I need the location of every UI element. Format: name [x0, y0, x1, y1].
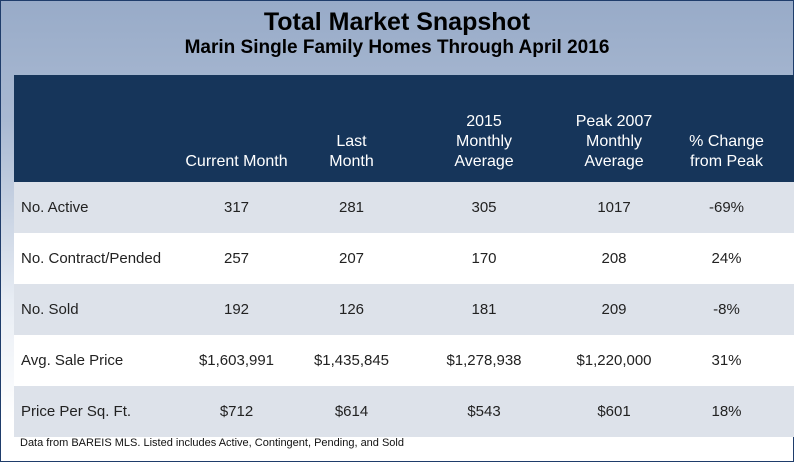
table-row: No. Active 317 281 305 1017 -69% — [14, 182, 794, 233]
table-cell: $543 — [399, 386, 569, 437]
column-header-line: from Peak — [690, 153, 763, 170]
column-header-line: Average — [584, 153, 644, 170]
table-cell: 208 — [569, 233, 659, 284]
column-header-line: Monthly — [585, 133, 643, 150]
column-header-line: Monthly — [455, 133, 513, 150]
column-header-line: Peak 2007 — [575, 113, 653, 130]
header-row: Current Month Last Month 2015 Monthly Average… — [14, 75, 794, 182]
table-cell: -69% — [659, 182, 794, 233]
column-header-line: % Change — [689, 133, 764, 150]
title: Total Market Snapshot — [263, 8, 531, 36]
column-header: Current Month — [169, 75, 304, 182]
subtitle: Marin Single Family Homes Through April … — [184, 37, 610, 58]
column-header-line: Month — [329, 153, 374, 170]
table-cell: 317 — [169, 182, 304, 233]
table-cell: $601 — [569, 386, 659, 437]
column-header-line: Average — [454, 153, 514, 170]
row-label: No. Contract/Pended — [14, 233, 169, 284]
table-row: Avg. Sale Price $1,603,991 $1,435,845 $1,27… — [14, 335, 794, 386]
table-cell: 18% — [659, 386, 794, 437]
table-cell: 126 — [304, 284, 399, 335]
table-cell: $712 — [169, 386, 304, 437]
table-cell: 209 — [569, 284, 659, 335]
column-header: 2015 Monthly Average — [399, 75, 569, 182]
column-header: % Change from Peak — [659, 75, 794, 182]
table-row: No. Sold 192 126 181 209 -8% — [14, 284, 794, 335]
table-cell: 207 — [304, 233, 399, 284]
row-label: Avg. Sale Price — [14, 335, 169, 386]
table-cell: $1,603,991 — [169, 335, 304, 386]
table-cell: $1,220,000 — [569, 335, 659, 386]
column-header-line: 2015 — [466, 113, 502, 130]
column-header-line: Last — [336, 133, 367, 150]
table-cell: 305 — [399, 182, 569, 233]
column-header: Peak 2007 Monthly Average — [569, 75, 659, 182]
row-label: Price Per Sq. Ft. — [14, 386, 169, 437]
market-table: Current Month Last Month 2015 Monthly Average… — [14, 75, 794, 437]
footnote: Data from BAREIS MLS. Listed includes Ac… — [20, 437, 404, 449]
table-cell: -8% — [659, 284, 794, 335]
table-cell: 1017 — [569, 182, 659, 233]
table-row: No. Contract/Pended 257 207 170 208 24% — [14, 233, 794, 284]
table-cell: 281 — [304, 182, 399, 233]
column-header-line: Current Month — [185, 153, 288, 170]
row-label: No. Active — [14, 182, 169, 233]
row-label: No. Sold — [14, 284, 169, 335]
column-header — [14, 75, 169, 182]
table-cell: 181 — [399, 284, 569, 335]
table-cell: $614 — [304, 386, 399, 437]
table-cell: 170 — [399, 233, 569, 284]
table-row: Price Per Sq. Ft. $712 $614 $543 $601 18% — [14, 386, 794, 437]
table-cell: 24% — [659, 233, 794, 284]
table-cell: 257 — [169, 233, 304, 284]
table-cell: $1,435,845 — [304, 335, 399, 386]
column-header: Last Month — [304, 75, 399, 182]
table-cell: 192 — [169, 284, 304, 335]
table-cell: $1,278,938 — [399, 335, 569, 386]
table-cell: 31% — [659, 335, 794, 386]
